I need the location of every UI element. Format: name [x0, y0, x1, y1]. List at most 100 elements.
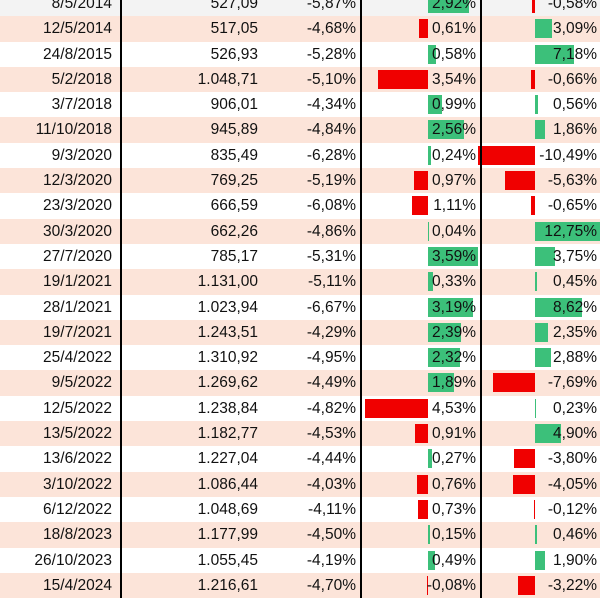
next-week-databar [535, 297, 582, 317]
close-price-cell: 785,17 [210, 247, 258, 265]
next-week-percent-cell: 12,75% [544, 222, 597, 240]
next-week-percent-cell: -3,80% [547, 450, 597, 468]
close-price-cell: 1.243,51 [197, 323, 258, 341]
drop-percent-cell: -4,19% [306, 551, 356, 569]
date-cell: 9/5/2022 [51, 374, 112, 392]
column-divider [480, 0, 482, 599]
next-day-percent-cell: 0,04% [432, 222, 476, 240]
next-week-databar [493, 373, 535, 393]
date-cell: 24/8/2015 [43, 45, 112, 63]
date-cell: 19/7/2021 [43, 323, 112, 341]
next-week-databar [514, 449, 535, 469]
drop-percent-cell: -4,34% [306, 96, 356, 114]
next-day-databar [428, 95, 442, 115]
close-price-cell: 769,25 [210, 172, 258, 190]
close-price-cell: 666,59 [210, 197, 258, 215]
close-price-cell: 526,93 [210, 45, 258, 63]
next-week-percent-cell: 0,56% [553, 96, 597, 114]
column-divider [120, 0, 122, 599]
date-cell: 3/10/2022 [43, 475, 112, 493]
close-price-cell: 527,09 [210, 0, 258, 12]
drop-percent-cell: -4,86% [306, 222, 356, 240]
table-row: 9/3/2020 835,49 -6,28% 0,24% -10,49% [0, 143, 600, 168]
next-day-percent-cell: 2,32% [432, 349, 476, 367]
drop-percent-cell: -4,84% [306, 121, 356, 139]
close-price-cell: 1.048,71 [197, 70, 258, 88]
next-week-databar [535, 525, 538, 545]
close-price-cell: 1.269,62 [197, 374, 258, 392]
next-day-databar [428, 145, 432, 165]
table-row: 27/7/2020 785,17 -5,31% 3,59% 3,75% [0, 244, 600, 269]
table-row: 19/1/2021 1.131,00 -5,11% 0,33% 0,45% [0, 269, 600, 295]
next-day-percent-cell: 0,73% [432, 500, 476, 518]
next-day-percent-cell: 0,61% [432, 20, 476, 38]
date-cell: 27/7/2020 [43, 247, 112, 265]
close-price-cell: 662,26 [210, 222, 258, 240]
next-week-percent-cell: 0,46% [553, 526, 597, 544]
next-day-databar [428, 449, 432, 469]
next-week-databar [504, 171, 535, 191]
next-day-percent-cell: -0,08% [426, 576, 476, 594]
next-week-percent-cell: -3,22% [547, 576, 597, 594]
next-day-percent-cell: 4,53% [432, 399, 476, 417]
next-day-databar [415, 424, 428, 444]
next-day-databar [417, 474, 428, 494]
drop-percent-cell: -4,49% [306, 374, 356, 392]
date-cell: 6/12/2022 [43, 500, 112, 518]
date-cell: 23/3/2020 [43, 197, 112, 215]
date-cell: 3/7/2018 [51, 96, 112, 114]
table-row: 13/5/2022 1.182,77 -4,53% 0,91% 4,90% [0, 421, 600, 447]
table-row: 19/7/2021 1.243,51 -4,29% 2,39% 2,35% [0, 319, 600, 346]
next-day-databar [417, 499, 428, 519]
next-day-databar [412, 196, 428, 216]
drop-percent-cell: -5,87% [306, 0, 356, 12]
date-cell: 19/1/2021 [43, 273, 112, 291]
next-week-databar [535, 550, 546, 570]
table-row: 23/3/2020 666,59 -6,08% 1,11% -0,65% [0, 193, 600, 218]
drop-percent-cell: -4,82% [306, 399, 356, 417]
next-day-percent-cell: 0,76% [432, 475, 476, 493]
next-day-databar [428, 44, 437, 64]
next-day-percent-cell: 1,89% [432, 374, 476, 392]
next-day-percent-cell: 0,58% [432, 45, 476, 63]
date-cell: 11/10/2018 [35, 121, 112, 139]
date-cell: 28/1/2021 [43, 298, 112, 316]
next-week-databar [513, 474, 535, 494]
next-day-databar [428, 525, 431, 545]
date-cell: 30/3/2020 [43, 222, 112, 240]
next-week-databar [535, 322, 548, 342]
close-price-cell: 1.055,45 [197, 551, 258, 569]
close-price-cell: 945,89 [210, 121, 258, 139]
next-day-databar [428, 348, 461, 368]
table-row: 11/10/2018 945,89 -4,84% 2,56% 1,86% [0, 117, 600, 143]
next-day-percent-cell: 3,59% [432, 247, 476, 265]
next-day-databar [428, 373, 455, 393]
next-week-percent-cell: 2,35% [553, 323, 597, 341]
table-row: 12/5/2014 517,05 -4,68% 0,61% 3,09% [0, 16, 600, 42]
drop-percent-cell: -4,53% [306, 425, 356, 443]
next-week-databar [535, 221, 600, 241]
next-week-databar [534, 499, 535, 519]
date-cell: 18/8/2023 [43, 526, 112, 544]
next-day-percent-cell: 0,33% [432, 273, 476, 291]
next-week-databar [535, 44, 574, 64]
drop-percent-cell: -4,03% [306, 475, 356, 493]
drop-percent-cell: -4,68% [306, 20, 356, 38]
close-price-cell: 1.216,61 [197, 576, 258, 594]
date-cell: 13/6/2022 [43, 450, 112, 468]
next-week-databar [531, 0, 535, 13]
close-price-cell: 517,05 [210, 20, 258, 38]
next-day-percent-cell: 1,11% [433, 197, 476, 215]
next-week-percent-cell: -0,65% [547, 197, 597, 215]
column-divider [360, 0, 362, 599]
next-day-percent-cell: 0,15% [432, 526, 476, 544]
drop-percent-cell: -6,67% [306, 298, 356, 316]
next-week-databar [478, 145, 535, 165]
next-week-percent-cell: 1,90% [553, 551, 597, 569]
date-cell: 26/10/2023 [34, 551, 112, 569]
date-cell: 12/5/2014 [43, 20, 112, 38]
drop-percent-cell: -4,44% [306, 450, 356, 468]
next-day-percent-cell: 0,99% [432, 96, 476, 114]
close-price-cell: 1.086,44 [197, 475, 258, 493]
table-row: 24/8/2015 526,93 -5,28% 0,58% 7,18% [0, 42, 600, 67]
